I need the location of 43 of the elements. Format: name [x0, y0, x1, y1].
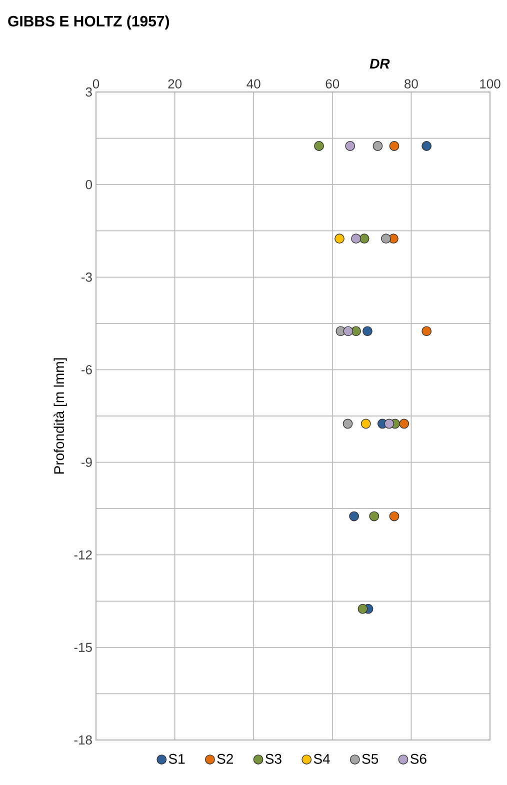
x-tick-label: 60 [326, 79, 340, 88]
point [389, 141, 400, 151]
point [384, 418, 394, 429]
y-tick-label: -6 [81, 365, 92, 374]
point [343, 326, 354, 336]
point [351, 234, 361, 244]
point [342, 418, 353, 429]
chart-title: GIBBS E HOLTZ (1957) [8, 15, 170, 30]
y-tick-label: 0 [86, 180, 92, 190]
x-tick-label: 80 [404, 79, 418, 88]
x-tick-label: 0 [92, 79, 100, 88]
x-tick-label: 20 [168, 79, 182, 88]
y-tick-label: -15 [74, 642, 92, 652]
legend-label: S2 [217, 754, 233, 764]
y-tick-label: 3 [86, 87, 92, 97]
point [369, 511, 380, 522]
x-axis-title: DR [370, 58, 390, 68]
point [349, 511, 360, 522]
x-tick-label: 40 [246, 79, 260, 88]
point [359, 234, 370, 244]
legend-label: S6 [410, 754, 426, 764]
y-tick-label: -9 [81, 458, 92, 467]
y-tick-label: -3 [81, 272, 92, 282]
point [314, 141, 324, 151]
point [334, 234, 344, 244]
point [381, 234, 391, 244]
point [422, 326, 432, 336]
y-axis-title: Profondità [m lmm] [54, 358, 67, 474]
point [399, 418, 410, 429]
point [422, 141, 432, 151]
point [389, 511, 400, 522]
legend-label: S4 [314, 754, 330, 764]
x-tick-label: 100 [480, 79, 500, 88]
point [345, 141, 356, 151]
y-tick-label: -12 [74, 550, 92, 560]
legend-label: S1 [168, 754, 185, 764]
point [360, 418, 371, 429]
point [372, 141, 383, 151]
point [362, 326, 372, 336]
legend-label: S5 [362, 754, 378, 764]
point [358, 604, 368, 614]
legend-label: S3 [266, 754, 282, 764]
y-tick-label: -18 [74, 735, 92, 745]
